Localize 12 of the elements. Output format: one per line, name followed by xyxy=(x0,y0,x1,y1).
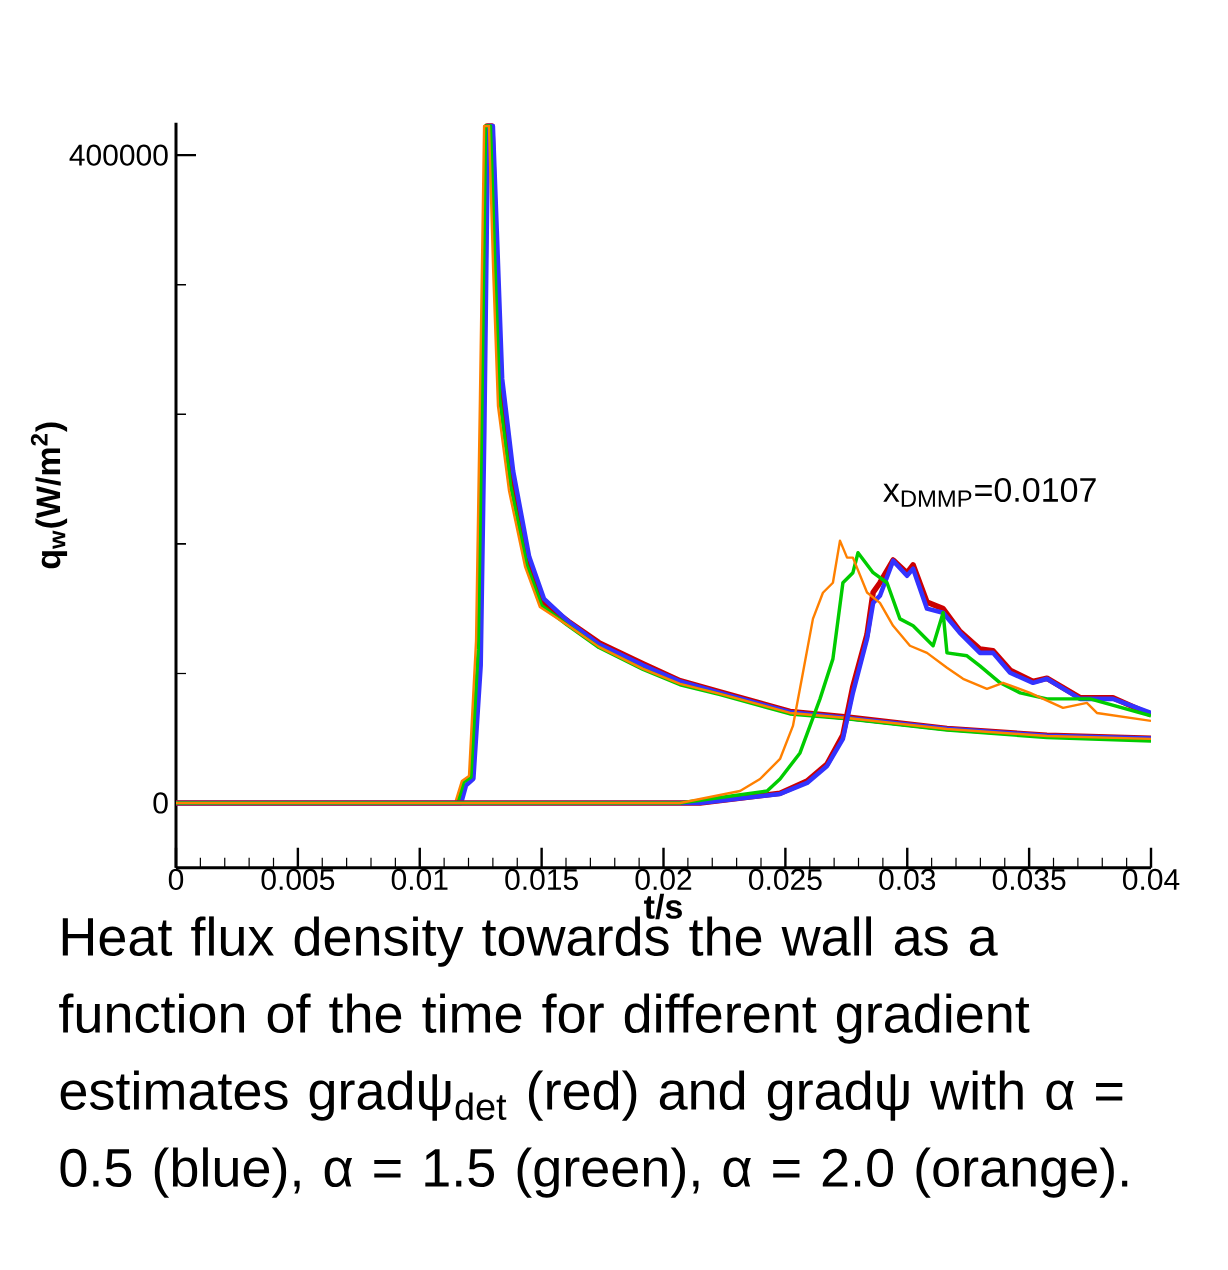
y-tick-label: 400000 xyxy=(69,144,168,166)
annotation: x$_{DMMP}$=0.0107 xyxy=(883,477,1096,507)
x-tick-label: 0.03 xyxy=(879,868,936,891)
x-tick-label: 0.015 xyxy=(505,868,578,891)
x-tick-label: 0 xyxy=(168,868,184,891)
x-tick-label: 0.04 xyxy=(1122,868,1180,891)
x-tick-label: 0.005 xyxy=(261,868,335,891)
x-tick-label: 0.02 xyxy=(635,868,692,891)
x-tick-label: 0.035 xyxy=(992,868,1066,891)
y-axis-title: q$_{w}$(W/m$^{2}$) xyxy=(30,422,68,569)
x-tick-label: 0.025 xyxy=(749,868,822,891)
x-tick-label: 0.01 xyxy=(391,868,448,891)
